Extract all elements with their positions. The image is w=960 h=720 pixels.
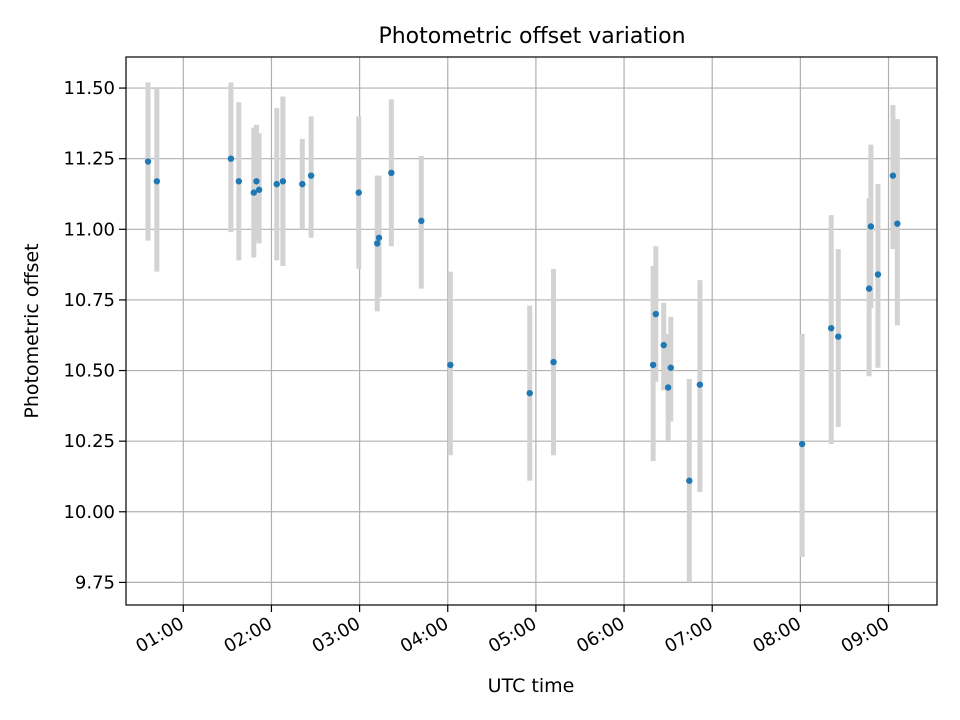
data-point xyxy=(388,169,395,177)
data-point xyxy=(250,189,258,196)
y-tick-label: 10.00 xyxy=(63,502,115,523)
data-point xyxy=(273,180,280,188)
data-point xyxy=(279,178,287,185)
data-point xyxy=(686,477,693,484)
data-point xyxy=(550,358,557,366)
y-tick-label: 9.75 xyxy=(75,572,115,593)
data-point xyxy=(894,220,901,227)
data-point xyxy=(667,364,674,371)
plot-frame xyxy=(125,56,938,606)
y-tick-label: 11.25 xyxy=(63,149,115,170)
data-point xyxy=(865,285,873,292)
data-point xyxy=(418,217,425,225)
data-point xyxy=(652,310,659,318)
data-point xyxy=(889,172,897,179)
y-axis-label: Photometric offset xyxy=(21,243,43,418)
x-axis-label: UTC time xyxy=(488,675,575,697)
data-point xyxy=(696,381,704,388)
y-tick-label: 10.50 xyxy=(63,361,115,382)
chart-title: Photometric offset variation xyxy=(378,24,685,49)
data-point xyxy=(660,341,667,349)
data-point xyxy=(375,234,383,241)
data-point xyxy=(253,178,260,185)
data-point xyxy=(299,180,306,188)
data-point xyxy=(649,361,657,369)
y-axis-ticks: 9.75 10.00 10.25 10.50 10.75 11.00 11.25 11.50 xyxy=(63,78,126,593)
data-point xyxy=(447,361,454,369)
data-point xyxy=(835,333,842,340)
data-point xyxy=(874,271,882,278)
data-point xyxy=(307,172,315,179)
data-point xyxy=(828,324,835,332)
data-points xyxy=(144,155,901,484)
y-tick-label: 11.00 xyxy=(63,219,115,240)
data-point xyxy=(798,440,806,448)
data-point xyxy=(867,223,875,230)
data-point xyxy=(235,178,243,185)
data-point xyxy=(153,178,161,185)
data-point xyxy=(144,158,152,165)
data-point xyxy=(526,389,533,397)
data-point xyxy=(227,155,235,162)
data-point xyxy=(374,240,381,247)
y-tick-label: 11.50 xyxy=(63,78,115,99)
y-tick-label: 10.75 xyxy=(63,290,115,311)
data-point xyxy=(664,384,672,391)
y-tick-label: 10.25 xyxy=(63,431,115,452)
data-point xyxy=(355,189,362,196)
data-point xyxy=(255,186,263,193)
